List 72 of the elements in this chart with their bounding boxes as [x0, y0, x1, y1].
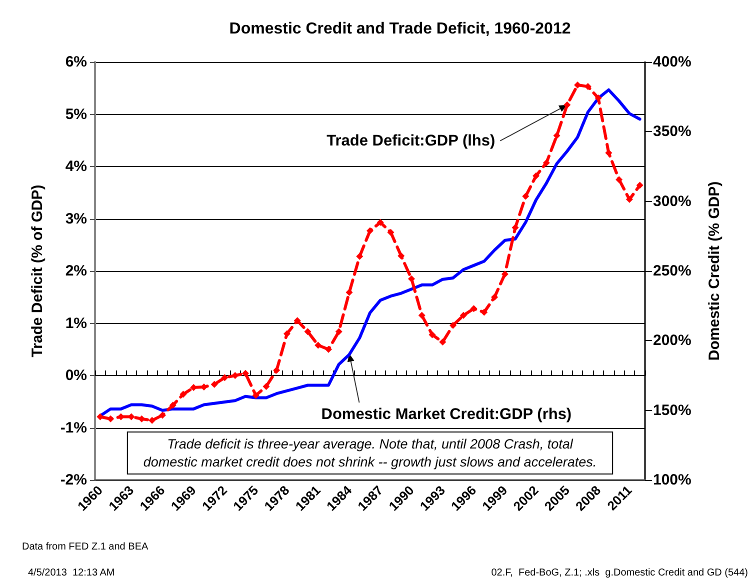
point [294, 317, 301, 324]
point [470, 305, 478, 312]
point [439, 338, 446, 346]
point [460, 312, 467, 319]
point [376, 218, 384, 226]
point [398, 252, 405, 260]
y-tick-label: 5% [65, 106, 87, 123]
annotation: Trade deficit is three-year average. Note that, until 2008 Crash, total domestic market credit does not shrink -- growth just slows and accelerates. [143, 436, 597, 470]
y-tick-label: 6% [65, 54, 87, 70]
point [262, 382, 270, 390]
point [542, 159, 550, 166]
chart-title: Domestic Credit and Trade Deficit, 1960-2012 [229, 20, 571, 38]
point [180, 390, 187, 398]
y-tick-label: 3% [65, 210, 87, 228]
point [418, 312, 426, 319]
point [304, 328, 312, 336]
point [605, 149, 612, 156]
point [366, 227, 374, 234]
point [501, 270, 508, 278]
point [408, 275, 416, 282]
point [273, 366, 280, 374]
point [356, 252, 364, 260]
point [594, 94, 602, 102]
y-tick-label: 1% [65, 314, 87, 332]
point [512, 224, 519, 232]
point [107, 415, 114, 422]
y-tick-label: -2% [60, 472, 87, 488]
point [252, 392, 260, 399]
point [480, 308, 488, 316]
y2-tick-label: 400% [653, 54, 692, 70]
point [335, 328, 342, 336]
point [616, 176, 623, 184]
point [283, 330, 290, 338]
y2-tick-label: 100% [653, 472, 692, 488]
point [96, 413, 104, 420]
annotation: Trade Deficit:GDP (lhs) [326, 132, 496, 150]
text: 02.F, Fed-BoG, Z.1; .xls g.Domestic Credit and GD (544) [491, 568, 748, 578]
point [553, 132, 560, 140]
point [314, 342, 322, 349]
point [532, 172, 540, 180]
point [450, 322, 457, 329]
point [210, 380, 218, 388]
point [148, 416, 156, 424]
point [387, 228, 394, 236]
point [138, 415, 146, 422]
y2-tick-label: 150% [653, 402, 692, 419]
y2-tick-label: 300% [653, 192, 692, 210]
y-axis-title: Trade Deficit (% of GDP) [29, 184, 46, 358]
point [346, 288, 353, 296]
point [324, 346, 332, 353]
y-tick-label: 4% [65, 158, 87, 175]
y2-axis-title: Domestic Credit (% GDP) [706, 181, 723, 361]
annotation: Domestic Market Credit:GDP (rhs) [321, 406, 572, 424]
point [242, 370, 249, 377]
point [626, 196, 633, 203]
y2-tick-label: 350% [653, 123, 692, 140]
y-tick-label: 0% [65, 367, 87, 384]
y-tick-label: -1% [60, 419, 87, 436]
point [428, 331, 436, 338]
point [636, 182, 644, 189]
y2-tick-label: 250% [653, 262, 692, 280]
point [169, 402, 176, 409]
point [522, 192, 530, 200]
y-tick-label: 2% [65, 262, 87, 280]
text: 4/5/2013 12:13 AM [28, 568, 115, 578]
point [117, 413, 124, 420]
y2-tick-label: 200% [653, 332, 692, 350]
point [564, 101, 571, 108]
point [491, 294, 498, 301]
point [158, 412, 166, 419]
text: Data from FED Z.1 and BEA [22, 542, 148, 552]
point [221, 374, 228, 382]
